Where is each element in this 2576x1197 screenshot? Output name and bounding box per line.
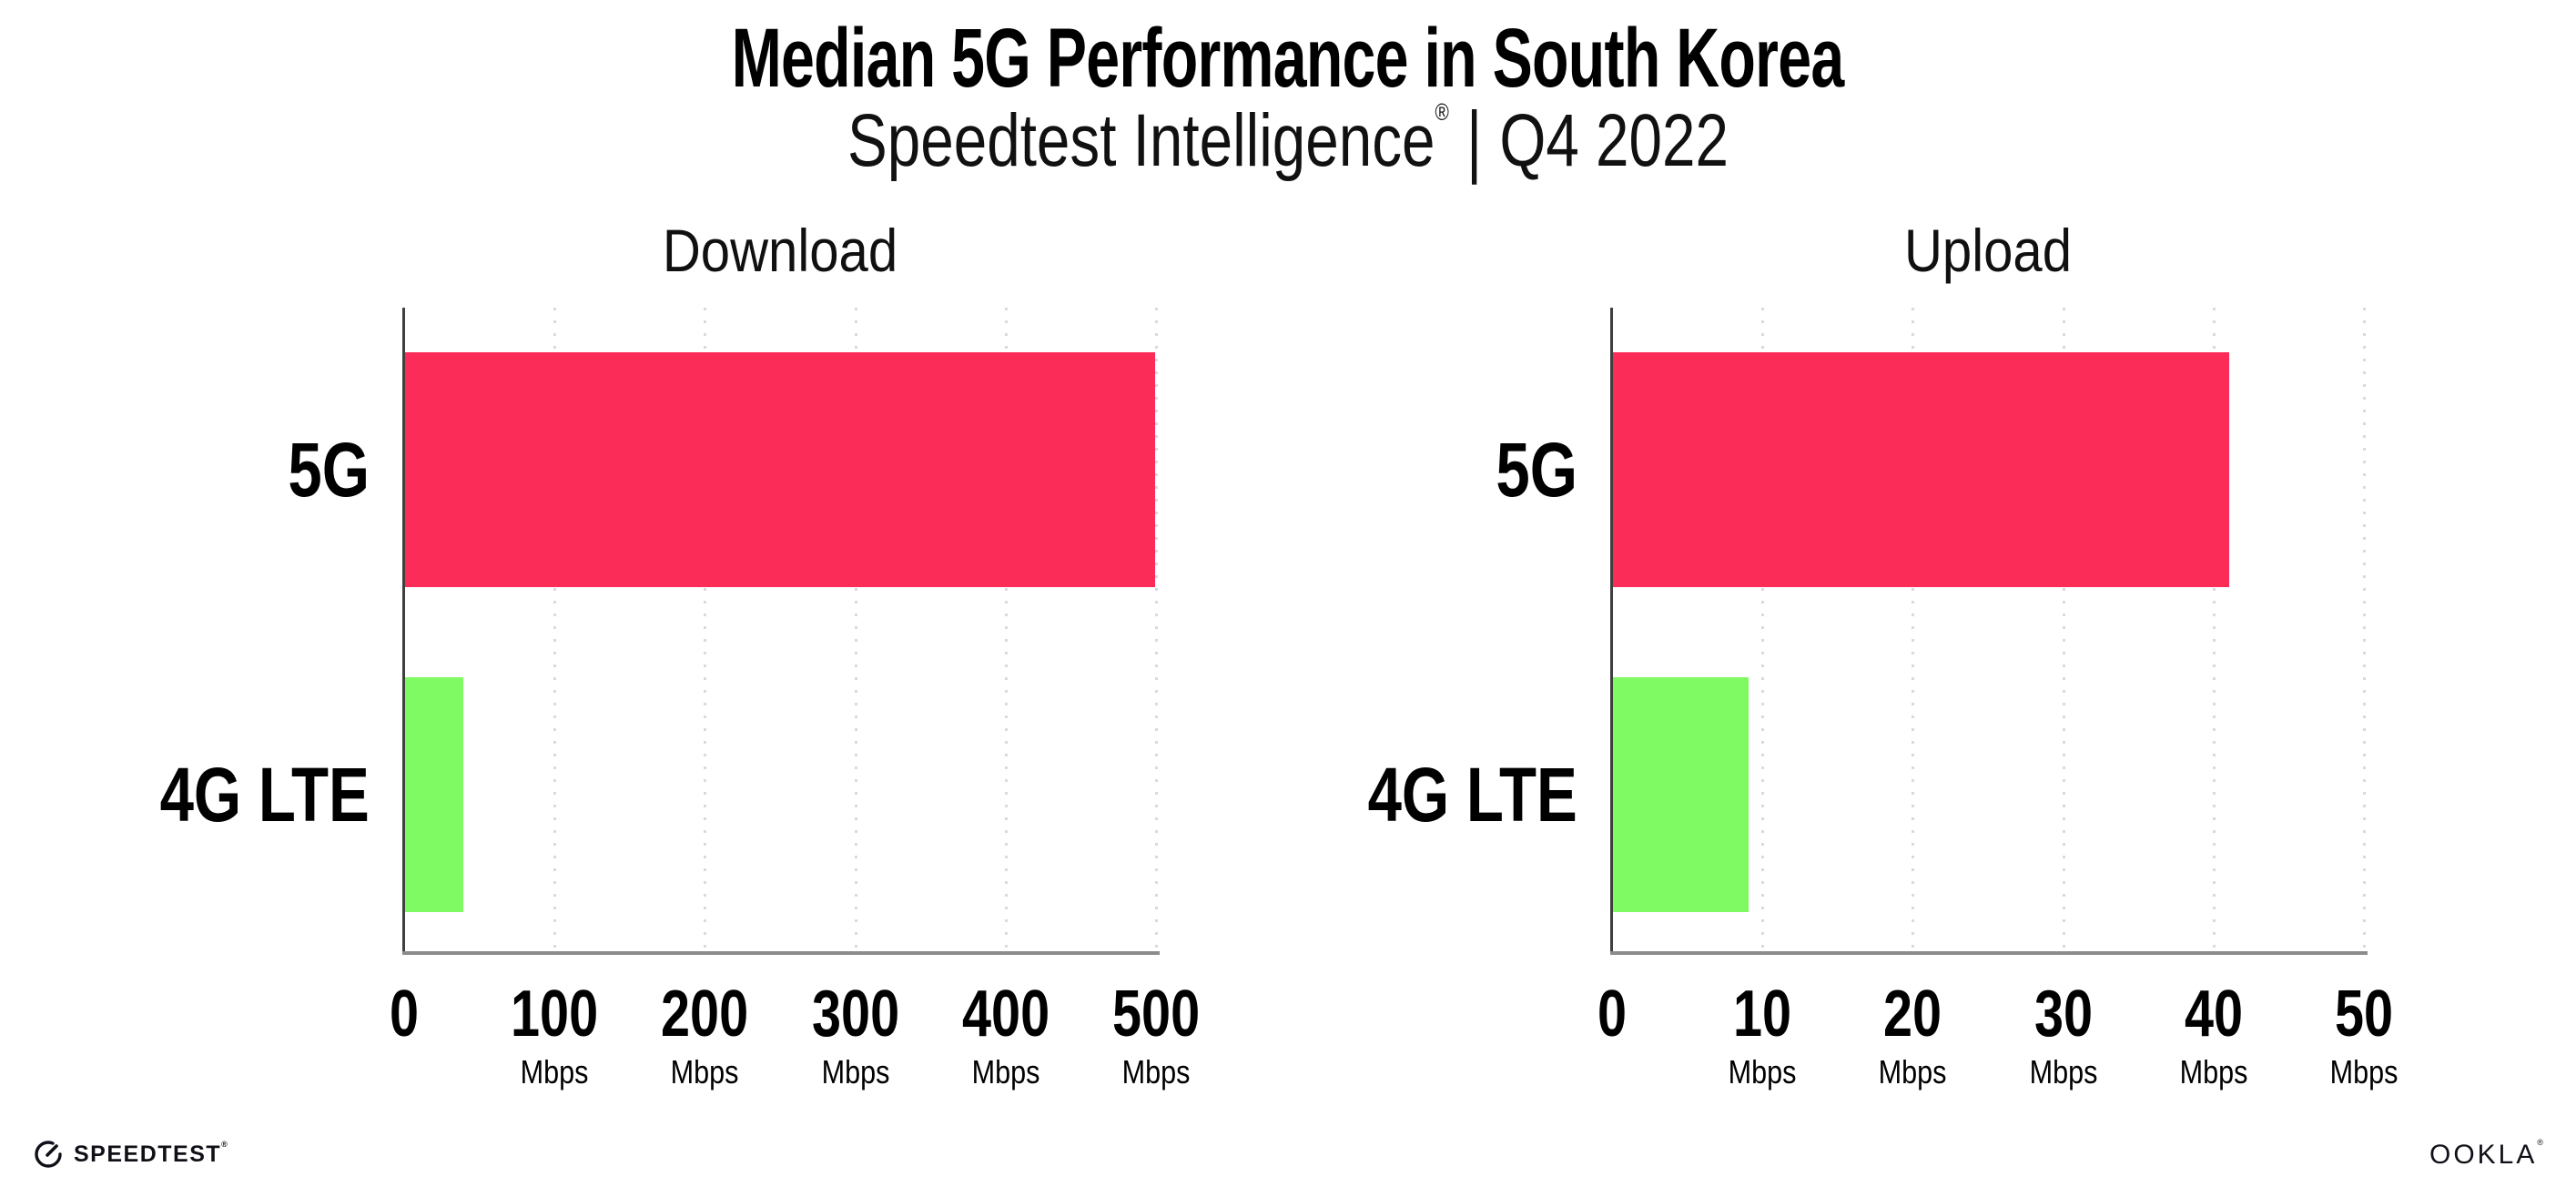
x-tick-300: 300 Mbps [746,981,965,1089]
gridline-30 [2062,308,2065,951]
x-tick-value-text: 500 [1111,978,1201,1050]
x-tick-unit-text: Mbps [1878,1053,1947,1090]
gridline-100 [553,308,557,951]
category-label-4g-lte: 4G LTE [159,752,370,837]
y-axis-spine [1610,308,1613,953]
x-tick-unit: Mbps [1803,1056,2022,1089]
x-tick-unit-text: Mbps [670,1053,739,1090]
x-tick-value-text: 200 [661,978,749,1050]
subtitle-text: Speedtest Intelligence® | Q4 2022 [847,98,1729,183]
x-tick-400: 400 Mbps [897,981,1115,1089]
bar-4g-lte [405,677,463,912]
x-tick-0: 0 [295,981,513,1047]
x-tick-unit: Mbps [595,1056,814,1089]
gridline-500 [1155,308,1158,951]
x-tick-unit-text: Mbps [821,1053,890,1090]
x-tick-500: 500 Mbps [1047,981,1265,1089]
x-tick-0: 0 [1503,981,1721,1047]
x-tick-value: 10 [1653,981,1871,1047]
x-tick-value: 100 [445,981,664,1047]
x-tick-50: 50 Mbps [2255,981,2473,1089]
gridline-40 [2212,308,2216,951]
subtitle: Speedtest Intelligence® | Q4 2022 [0,98,2576,183]
category-label-4g-lte: 4G LTE [1367,752,1577,837]
x-tick-value: 50 [2255,981,2473,1047]
upload-chart: Upload 5G 4G LTE 0 10 Mbps 20 Mbps 30 Mbps 40 Mbps 5… [1368,220,2399,1089]
bar-5g [405,352,1155,587]
x-axis-line [402,951,1160,955]
bar-5g [1613,352,2229,587]
x-tick-value: 20 [1803,981,2022,1047]
speedtest-wordmark: SPEEDTEST® [74,1139,228,1167]
subtitle-period: Q4 2022 [1499,99,1729,182]
x-tick-40: 40 Mbps [2104,981,2323,1089]
x-tick-value-text: 0 [389,978,420,1050]
subtitle-divider: | [1466,96,1483,186]
x-tick-value-text: 0 [1597,978,1628,1050]
x-tick-unit: Mbps [1653,1056,1871,1089]
x-tick-value: 40 [2104,981,2323,1047]
x-tick-unit: Mbps [445,1056,664,1089]
gridline-200 [704,308,707,951]
x-tick-10: 10 Mbps [1653,981,1871,1089]
x-tick-value: 400 [897,981,1115,1047]
download-chart: Download 5G 4G LTE 0 100 Mbps 200 Mbps 300 Mbps 40… [160,220,1200,1089]
gridline-400 [1004,308,1008,951]
gridline-20 [1912,308,1915,951]
x-tick-unit: Mbps [2104,1056,2323,1089]
speedtest-label: SPEEDTEST [74,1141,222,1167]
x-tick-unit: Mbps [897,1056,1115,1089]
x-tick-value-text: 400 [961,978,1050,1050]
category-label-5g: 5G [1496,427,1577,512]
chart-title: Upload [1903,217,2073,284]
x-tick-value-text: 300 [811,978,899,1050]
x-tick-unit-text: Mbps [1121,1053,1191,1090]
gridline-50 [2363,308,2366,951]
x-tick-unit: Mbps [1954,1056,2173,1089]
x-tick-200: 200 Mbps [595,981,814,1089]
x-tick-value: 0 [1503,981,1721,1047]
category-label-5g: 5G [288,427,370,512]
x-tick-unit-text: Mbps [520,1053,589,1090]
x-tick-value: 0 [295,981,513,1047]
y-axis-spine [402,308,405,953]
x-tick-unit-text: Mbps [2179,1053,2248,1090]
gridline-10 [1761,308,1765,951]
x-tick-value: 500 [1047,981,1265,1047]
x-tick-value-text: 30 [2033,978,2093,1050]
bar-4g-lte [1613,677,1749,912]
x-tick-30: 30 Mbps [1954,981,2173,1089]
gridline-300 [854,308,857,951]
x-tick-100: 100 Mbps [445,981,664,1089]
x-tick-value: 30 [1954,981,2173,1047]
x-tick-20: 20 Mbps [1803,981,2022,1089]
speedtest-gauge-icon [35,1141,62,1168]
x-tick-value-text: 10 [1733,978,1792,1050]
registered-mark: ® [1435,98,1449,126]
x-tick-value-text: 100 [511,978,599,1050]
x-tick-value-text: 20 [1883,978,1942,1050]
x-tick-value-text: 40 [2184,978,2243,1050]
x-tick-unit-text: Mbps [1728,1053,1797,1090]
x-tick-unit-text: Mbps [2029,1053,2098,1090]
x-tick-unit-text: Mbps [971,1053,1040,1090]
x-tick-unit: Mbps [1047,1056,1265,1089]
ookla-label: OOKLA [2429,1140,2538,1170]
x-tick-value-text: 50 [2334,978,2394,1050]
speedtest-logo: SPEEDTEST® [33,1136,228,1172]
x-tick-unit: Mbps [2255,1056,2473,1089]
page-title: Median 5G Performance in South Korea [0,15,2576,103]
chart-title: Download [662,217,898,284]
x-axis-line [1610,951,2368,955]
page-title-text: Median 5G Performance in South Korea [732,12,1845,105]
ookla-logo: OOKLA® [2429,1138,2543,1170]
subtitle-brand: Speedtest Intelligence [847,99,1435,182]
x-tick-unit: Mbps [746,1056,965,1089]
x-tick-unit-text: Mbps [2329,1053,2399,1090]
x-tick-value: 200 [595,981,814,1047]
speedtest-registered-mark: ® [221,1139,228,1149]
x-tick-value: 300 [746,981,965,1047]
ookla-registered-mark: ® [2537,1138,2543,1147]
